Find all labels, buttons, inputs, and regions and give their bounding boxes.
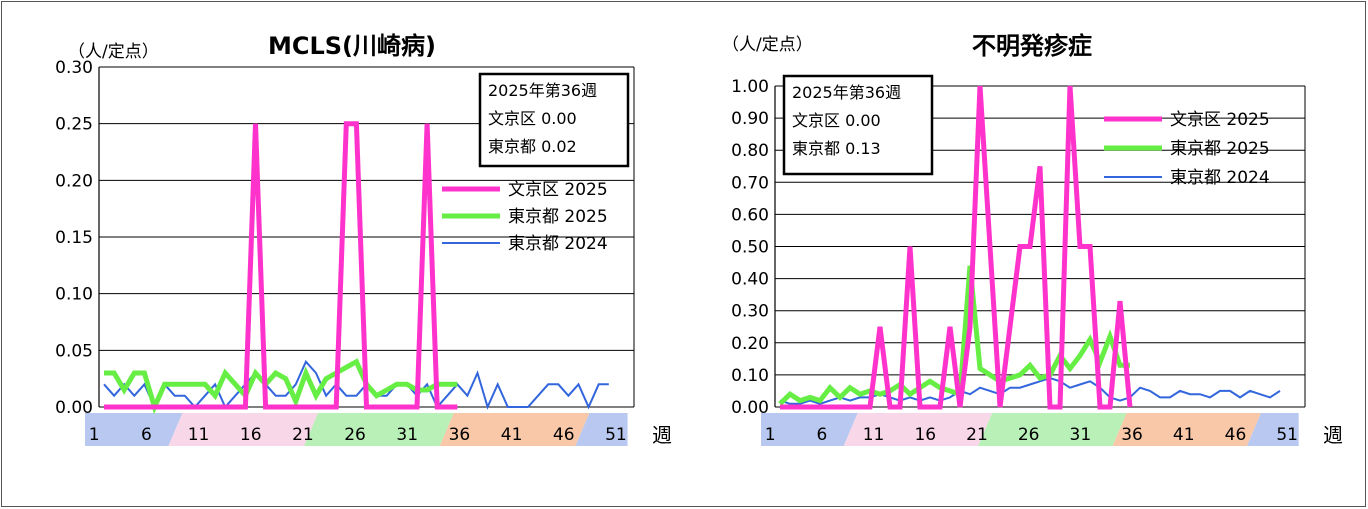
week-band — [978, 413, 1127, 446]
week-band — [1112, 413, 1261, 446]
info-box-row: 文京区 0.00 — [792, 111, 881, 130]
y-axis-label: （人/定点） — [68, 42, 159, 62]
chart-title: MCLS(川崎病) — [268, 32, 436, 60]
week-band — [168, 413, 319, 446]
info-box — [478, 72, 630, 168]
legend-entry: 東京都 2025 — [1170, 139, 1270, 159]
week-band — [575, 413, 628, 446]
y-tick-label: 0.90 — [731, 109, 769, 129]
x-tick-label: 26 — [344, 425, 366, 445]
series-line-1 — [104, 358, 458, 415]
y-tick-label: 0.20 — [731, 334, 769, 354]
x-tick-label: 6 — [141, 425, 152, 445]
y-tick-label: 0.60 — [731, 205, 769, 225]
info-box — [782, 74, 934, 176]
x-tick-label: 41 — [1173, 425, 1195, 445]
x-tick-label: 51 — [1276, 425, 1298, 445]
y-tick-label: 0.50 — [731, 238, 769, 258]
y-tick-label: 0.40 — [731, 270, 769, 290]
y-tick-label: 0.80 — [731, 141, 769, 161]
week-band — [1246, 413, 1299, 446]
series-line-0 — [104, 121, 458, 410]
x-tick-label: 11 — [188, 425, 210, 445]
y-tick-label: 1.00 — [731, 77, 769, 97]
series-line-2 — [779, 377, 1281, 405]
series-line-1 — [778, 265, 1130, 406]
legend-entry: 東京都 2024 — [1170, 168, 1270, 188]
week-band — [761, 413, 858, 446]
y-tick-label: 0.20 — [55, 171, 93, 191]
legend-entry: 文京区 2025 — [508, 180, 608, 200]
y-tick-label: 0.10 — [55, 285, 93, 305]
week-band — [843, 413, 993, 446]
legend-entry: 東京都 2025 — [508, 207, 608, 227]
x-tick-label: 51 — [605, 425, 627, 445]
x-tick-label: 1 — [89, 425, 100, 445]
x-tick-label: 16 — [914, 425, 936, 445]
x-tick-label: 6 — [816, 425, 827, 445]
info-box-row: 東京都 0.13 — [792, 139, 881, 158]
y-tick-label: 0.30 — [731, 302, 769, 322]
y-tick-label: 0.25 — [55, 115, 93, 135]
y-tick-label: 0.05 — [55, 341, 93, 361]
x-tick-label: 26 — [1018, 425, 1040, 445]
y-tick-label: 0.10 — [731, 366, 769, 386]
info-box-title: 2025年第36週 — [488, 81, 597, 100]
x-tick-label: 21 — [292, 425, 314, 445]
x-tick-label: 46 — [553, 425, 575, 445]
x-tick-label: 31 — [396, 425, 418, 445]
legend-entry: 東京都 2024 — [508, 234, 608, 254]
chart-rash: 不明発疹症 （人/定点） 0.00 0.10 0.20 0.30 0.40 0.50 0.60 0… — [722, 32, 1343, 447]
info-box-title: 2025年第36週 — [792, 83, 901, 102]
x-tick-label: 16 — [240, 425, 262, 445]
x-axis-label: 週 — [652, 423, 672, 447]
y-tick-label: 0.30 — [55, 58, 93, 78]
chart-mcls: MCLS(川崎病) （人/定点） 0.00 0.05 0.10 0.15 0.20 0.25 0… — [55, 32, 672, 447]
x-tick-label: 21 — [966, 425, 988, 445]
legend-entry: 文京区 2025 — [1170, 110, 1270, 130]
info-box-row: 東京都 0.02 — [488, 137, 577, 156]
x-tick-label: 11 — [863, 425, 885, 445]
x-tick-label: 46 — [1225, 425, 1247, 445]
info-box-row: 文京区 0.00 — [488, 109, 577, 128]
chart-title: 不明発疹症 — [972, 32, 1092, 60]
y-axis-label: （人/定点） — [722, 35, 813, 55]
y-tick-label: 0.15 — [55, 228, 93, 248]
x-axis-label: 週 — [1323, 423, 1343, 447]
x-tick-label: 36 — [449, 425, 471, 445]
week-band — [439, 413, 590, 446]
week-band — [304, 413, 454, 446]
y-tick-label: 0.00 — [731, 398, 769, 418]
x-tick-label: 31 — [1070, 425, 1092, 445]
y-tick-label: 0.70 — [731, 173, 769, 193]
series-line-2 — [103, 359, 609, 410]
x-tick-label: 41 — [501, 425, 523, 445]
x-tick-label: 36 — [1121, 425, 1143, 445]
week-band — [85, 413, 183, 446]
series-line-0 — [780, 85, 1133, 410]
x-tick-label: 1 — [765, 425, 776, 445]
y-tick-label: 0.00 — [55, 398, 93, 418]
